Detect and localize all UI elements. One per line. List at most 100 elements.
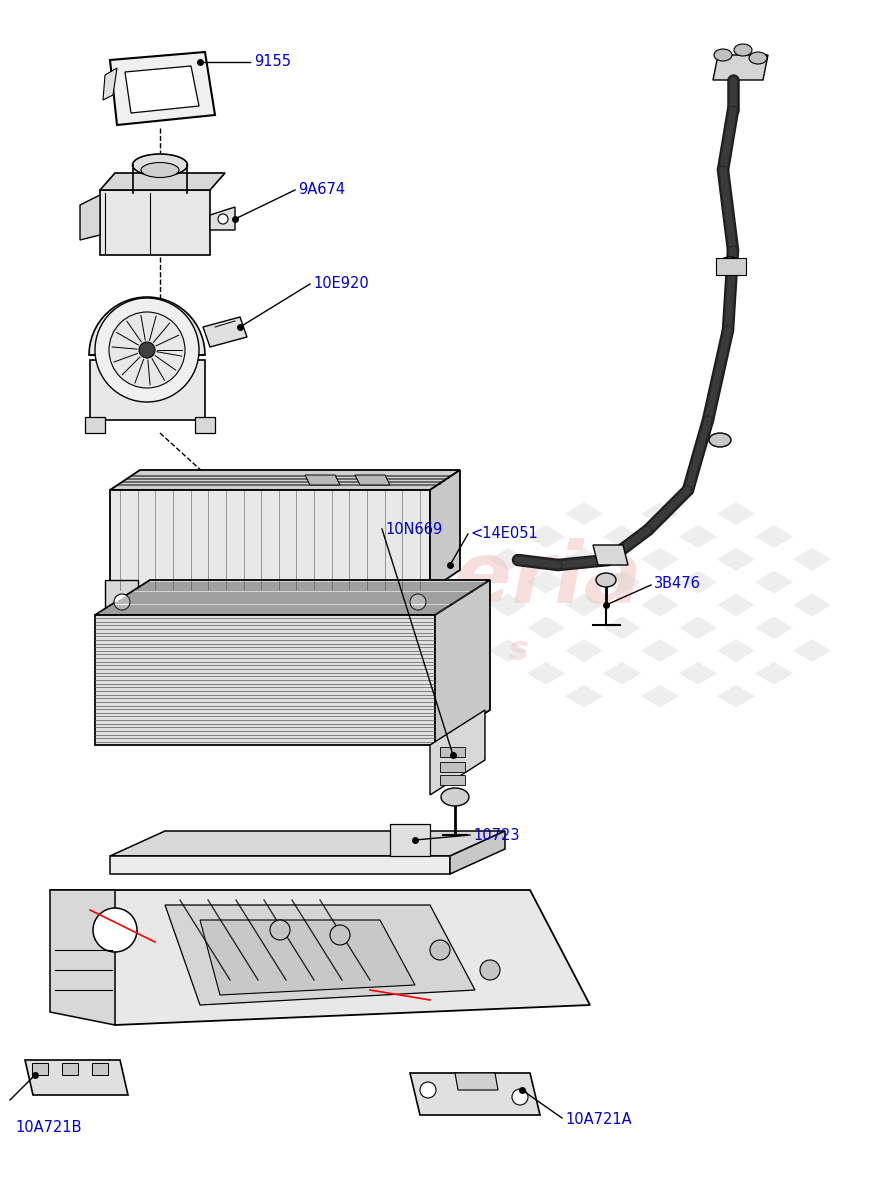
Circle shape [429,940,449,960]
Ellipse shape [748,52,766,64]
Polygon shape [602,571,640,594]
Polygon shape [715,258,745,275]
Polygon shape [564,548,602,571]
Circle shape [139,342,155,358]
Polygon shape [95,580,489,614]
Polygon shape [100,190,209,254]
Polygon shape [429,470,460,590]
Polygon shape [454,1073,497,1090]
Text: c  a  r  t  s: c a r t s [341,634,528,666]
Polygon shape [678,571,716,594]
Ellipse shape [733,44,751,56]
Polygon shape [640,594,678,617]
Text: 3B476: 3B476 [653,576,700,590]
Polygon shape [488,548,527,571]
Text: 10E920: 10E920 [313,276,368,292]
Polygon shape [593,545,627,565]
Polygon shape [716,594,754,617]
Polygon shape [202,317,247,347]
Polygon shape [401,580,434,620]
Ellipse shape [132,154,188,176]
Polygon shape [792,640,830,662]
Polygon shape [105,580,138,620]
Circle shape [409,594,426,610]
Polygon shape [602,662,640,685]
Polygon shape [103,68,116,100]
Polygon shape [640,548,678,571]
Polygon shape [89,298,205,355]
Ellipse shape [595,572,615,587]
Polygon shape [488,640,527,662]
Bar [32,1063,48,1075]
Polygon shape [602,526,640,548]
Text: 9A674: 9A674 [298,182,345,198]
Polygon shape [95,614,434,745]
Circle shape [109,312,185,388]
Polygon shape [440,746,464,757]
Polygon shape [716,503,754,526]
Ellipse shape [441,788,468,806]
Polygon shape [792,548,830,571]
Circle shape [114,594,129,610]
Polygon shape [109,52,215,125]
Polygon shape [564,503,602,526]
Bar [62,1063,78,1075]
Polygon shape [640,685,678,708]
Polygon shape [165,905,474,1006]
Bar [92,1063,108,1075]
Circle shape [329,925,349,946]
Polygon shape [440,762,464,772]
Polygon shape [564,594,602,617]
Polygon shape [355,475,389,485]
Circle shape [512,1090,527,1105]
Text: 10723: 10723 [473,828,519,842]
Polygon shape [754,617,792,640]
Circle shape [480,960,500,980]
Text: 10A721B: 10A721B [15,1120,82,1134]
Ellipse shape [141,162,179,178]
Polygon shape [640,640,678,662]
Polygon shape [305,475,340,485]
Polygon shape [80,194,100,240]
Polygon shape [792,594,830,617]
Circle shape [93,908,136,952]
Polygon shape [716,640,754,662]
Polygon shape [527,662,564,685]
Polygon shape [754,526,792,548]
Polygon shape [90,360,205,420]
Polygon shape [200,920,415,995]
Polygon shape [564,640,602,662]
Polygon shape [678,662,716,685]
Polygon shape [754,662,792,685]
Polygon shape [440,775,464,785]
Polygon shape [125,66,199,113]
Polygon shape [85,416,105,433]
Polygon shape [100,173,225,190]
Polygon shape [640,503,678,526]
Text: 10A721A: 10A721A [564,1112,631,1128]
Polygon shape [716,548,754,571]
Polygon shape [527,571,564,594]
Polygon shape [209,206,235,230]
Polygon shape [109,830,504,856]
Polygon shape [449,830,504,874]
Polygon shape [50,890,115,1025]
Ellipse shape [708,433,730,446]
Polygon shape [754,571,792,594]
Polygon shape [716,685,754,708]
Polygon shape [527,526,564,548]
Text: 10N669: 10N669 [385,522,441,536]
Text: 9155: 9155 [254,54,290,70]
Circle shape [269,920,289,940]
Polygon shape [678,526,716,548]
Text: scuderia: scuderia [228,539,641,622]
Polygon shape [109,490,429,590]
Polygon shape [109,856,449,874]
Circle shape [218,214,228,224]
Ellipse shape [713,49,731,61]
Polygon shape [25,1060,128,1094]
Circle shape [420,1082,435,1098]
Polygon shape [434,580,489,745]
Polygon shape [409,1073,540,1115]
Polygon shape [195,416,215,433]
